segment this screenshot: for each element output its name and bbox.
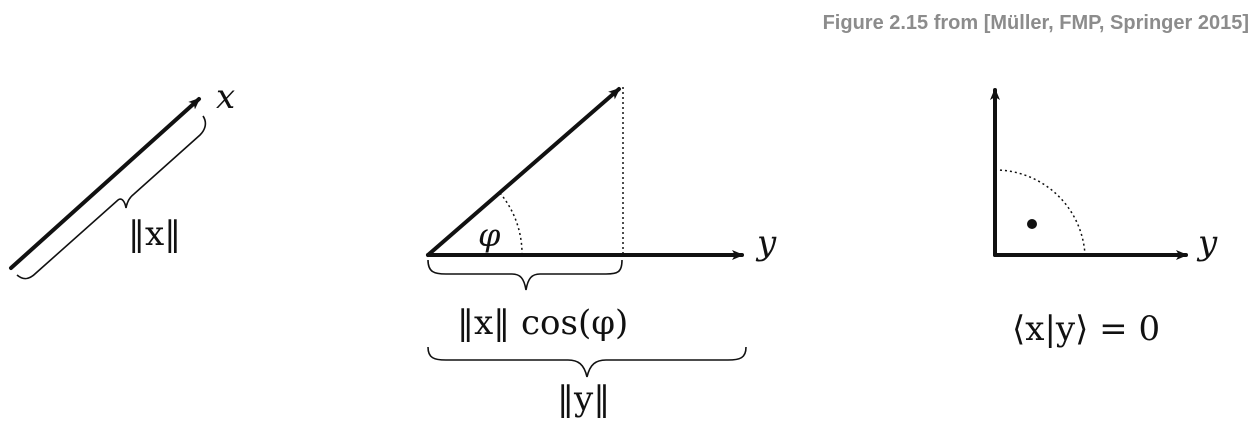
right-angle-arc — [994, 169, 1086, 256]
panel-projection: φ y ‖x‖ cos(φ) ‖y‖ — [426, 87, 777, 419]
norm-y-label: ‖y‖ — [557, 379, 610, 419]
angle-phi-label: φ — [478, 216, 501, 254]
projection-label: ‖x‖ cos(φ) — [457, 303, 628, 343]
vector-x-arrow — [426, 87, 621, 257]
norm-brace — [16, 115, 207, 280]
norm-y-brace — [427, 346, 747, 378]
right-angle-dot — [1027, 219, 1037, 229]
panel-vector-norm: x ‖x‖ — [9, 77, 235, 280]
angle-arc — [499, 192, 523, 256]
norm-x-label: ‖x‖ — [128, 214, 181, 254]
inner-product-label: ⟨x|y⟩ = 0 — [1012, 309, 1160, 349]
projection-brace — [427, 259, 623, 291]
vector-x-label: x — [216, 77, 235, 117]
figure-caption: Figure 2.15 from [Müller, FMP, Springer … — [822, 12, 1249, 34]
panel-orthogonal: y ⟨x|y⟩ = 0 — [990, 88, 1218, 349]
vector-x-arrow — [9, 97, 201, 270]
y-axis-label: y — [1196, 223, 1218, 263]
y-axis-label: y — [755, 223, 777, 263]
